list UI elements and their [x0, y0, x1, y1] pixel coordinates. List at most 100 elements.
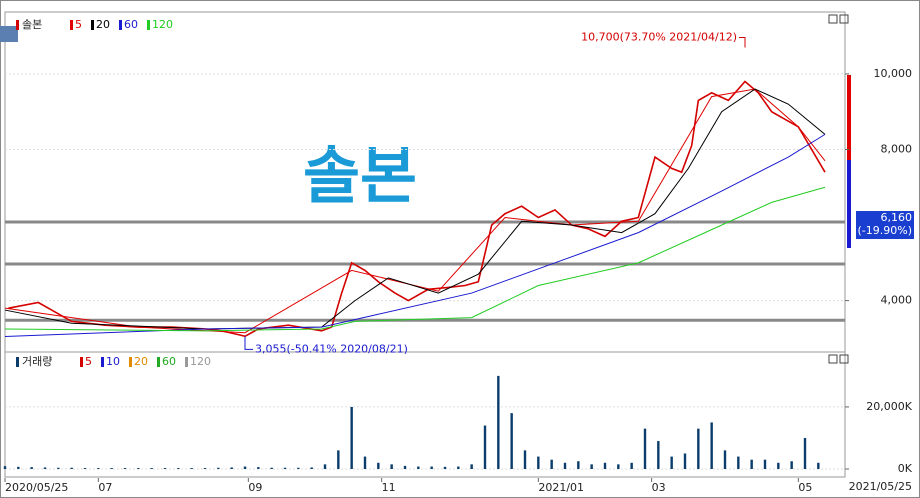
volume-bar — [430, 466, 433, 469]
volume-bar — [497, 375, 500, 469]
annotation: 3,055(-50.41% 2020/08/21) — [255, 342, 408, 355]
volume-bar — [643, 428, 647, 469]
range-bar — [847, 75, 851, 160]
volume-bar — [577, 461, 580, 469]
volume-bar — [70, 467, 73, 469]
volume-bar — [190, 468, 193, 469]
x-tick-label: 07 — [98, 481, 112, 494]
window-button[interactable] — [839, 14, 849, 24]
x-tick-label: 2020/05/25 — [5, 481, 68, 494]
volume-bar — [710, 422, 713, 469]
y-tick-label: 10,000 — [874, 67, 913, 80]
volume-bar — [43, 467, 47, 469]
watermark: 솔본 — [303, 139, 417, 212]
volume-bar — [217, 467, 220, 469]
window-button[interactable] — [839, 354, 849, 364]
volume-bar — [617, 464, 620, 469]
volume-bar — [390, 464, 393, 469]
legend-swatch — [101, 357, 104, 367]
volume-bar — [723, 450, 727, 469]
volume-bar — [763, 459, 767, 469]
volume-bar — [443, 466, 447, 469]
volume-bar — [750, 459, 753, 469]
moving-average — [4, 133, 826, 338]
y-tick-label: 0K — [898, 462, 913, 475]
annotation-arrow — [739, 36, 746, 48]
volume-bar — [670, 456, 673, 469]
last-change: (-19.90%) — [858, 224, 913, 237]
annotation-arrow — [244, 336, 253, 350]
last-price-box — [856, 211, 914, 240]
volume-bar — [350, 406, 353, 469]
volume-bar — [137, 468, 140, 469]
window-button[interactable] — [828, 14, 838, 24]
x-tick-label: 2021/01 — [538, 481, 584, 494]
x-tick-label: 03 — [652, 481, 666, 494]
volume-bar — [97, 468, 100, 469]
volume-bar — [417, 466, 420, 469]
legend-swatch — [80, 357, 83, 367]
volume-bar — [57, 467, 60, 469]
legend-label: 120 — [152, 18, 173, 31]
volume-bar — [257, 467, 260, 469]
y-tick-label: 8,000 — [881, 142, 913, 155]
volume-panel — [4, 351, 846, 478]
volume-bar — [630, 462, 633, 469]
volume-bar — [203, 468, 207, 469]
volume-bar — [150, 468, 153, 469]
legend-label: 5 — [85, 355, 92, 368]
volume-bar — [590, 464, 593, 469]
legend-label: 60 — [162, 355, 176, 368]
legend-swatch — [91, 20, 94, 30]
volume-bar — [483, 425, 487, 469]
volume-bar — [83, 468, 87, 469]
volume-bar — [270, 467, 273, 469]
legend-title: 거래량 — [22, 355, 52, 368]
x-tick-label: 11 — [382, 481, 396, 494]
legend-swatch — [185, 357, 188, 367]
volume-bar — [817, 462, 820, 469]
annotation: 10,700(73.70% 2021/04/12) — [581, 30, 737, 43]
legend-swatch — [16, 357, 19, 367]
y-tick-label: 4,000 — [881, 294, 913, 307]
volume-bar — [243, 466, 247, 469]
volume-bar — [377, 462, 380, 469]
volume-bar — [403, 465, 407, 469]
volume-bar — [683, 453, 687, 469]
volume-bar — [550, 459, 553, 469]
legend-swatch — [16, 20, 19, 30]
legend-label: 10 — [106, 355, 120, 368]
volume-bar — [163, 468, 167, 469]
legend-label: 120 — [190, 355, 211, 368]
legend-swatch — [129, 357, 132, 367]
volume-bar — [363, 456, 367, 469]
volume-bar — [470, 464, 473, 469]
volume-bar — [310, 467, 313, 469]
volume-bar — [657, 441, 660, 469]
volume-bar — [737, 456, 740, 469]
x-tick-label: 09 — [248, 481, 262, 494]
volume-bar — [177, 468, 180, 469]
volume-bar — [337, 450, 340, 469]
volume-bar — [777, 462, 780, 469]
volume-bar — [790, 461, 793, 469]
volume-bar — [17, 466, 20, 469]
volume-bar — [30, 467, 33, 469]
volume-bar — [123, 468, 127, 469]
legend-label: 20 — [96, 18, 110, 31]
legend-label: 60 — [124, 18, 138, 31]
legend-label: 20 — [134, 355, 148, 368]
last-date: 2021/05/25 — [849, 480, 912, 493]
legend-swatch — [70, 20, 73, 30]
volume-bar — [283, 467, 287, 469]
tab-icon[interactable] — [0, 26, 18, 42]
legend-title: 솔본 — [22, 18, 42, 31]
volume-bar — [697, 428, 700, 469]
volume-bar — [803, 437, 807, 469]
volume-bar — [523, 450, 527, 469]
window-button[interactable] — [828, 354, 838, 364]
y-tick-label: 20,000K — [866, 400, 912, 413]
volume-bar — [537, 456, 540, 469]
